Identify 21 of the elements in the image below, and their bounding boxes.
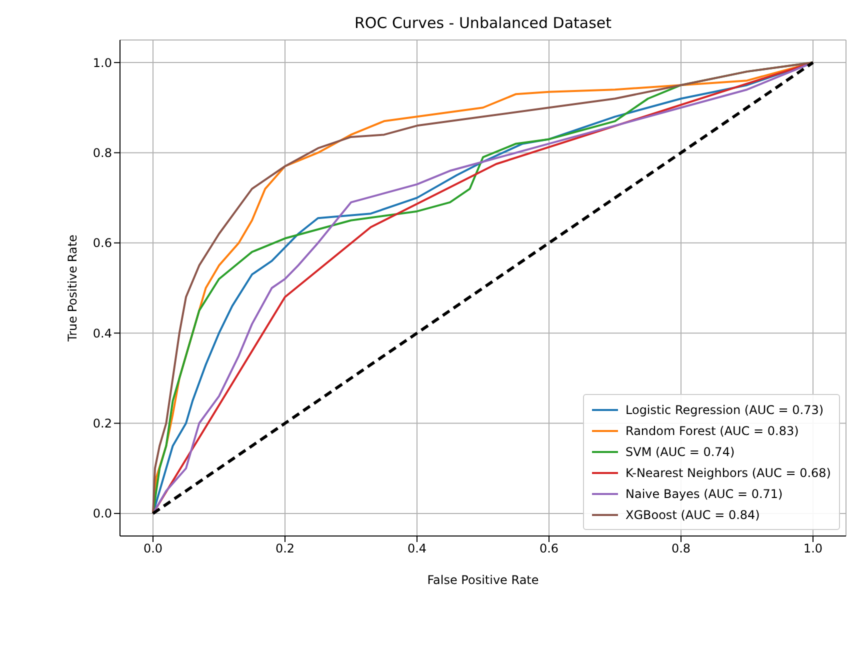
- y-axis-title: True Positive Rate: [65, 234, 80, 342]
- y-tick-label: 0.6: [92, 236, 112, 250]
- y-tick-label: 0.8: [92, 146, 112, 160]
- y-tick-label: 1.0: [92, 56, 112, 70]
- y-tick-label: 0.2: [92, 416, 112, 431]
- legend-label: Random Forest (AUC = 0.83): [626, 424, 799, 438]
- legend-label: Logistic Regression (AUC = 0.73): [626, 402, 824, 416]
- x-tick-label: 0.8: [671, 542, 691, 556]
- x-axis-title: False Positive Rate: [427, 573, 539, 587]
- x-tick-label: 0.4: [407, 542, 427, 556]
- y-tick-label: 0.0: [92, 506, 112, 521]
- x-tick-label: 0.2: [275, 542, 295, 556]
- x-tick-label: 1.0: [803, 542, 823, 556]
- legend-label: Naive Bayes (AUC = 0.71): [626, 486, 783, 500]
- x-tick-label: 0.0: [143, 542, 163, 556]
- chart-title: ROC Curves - Unbalanced Dataset: [353, 14, 613, 32]
- legend-label: SVM (AUC = 0.74): [626, 444, 735, 458]
- legend-label: K-Nearest Neighbors (AUC = 0.68): [626, 466, 831, 480]
- legend-label: XGBoost (AUC = 0.84): [626, 508, 760, 522]
- x-tick-label: 0.6: [539, 542, 559, 556]
- y-tick-label: 0.4: [92, 326, 112, 340]
